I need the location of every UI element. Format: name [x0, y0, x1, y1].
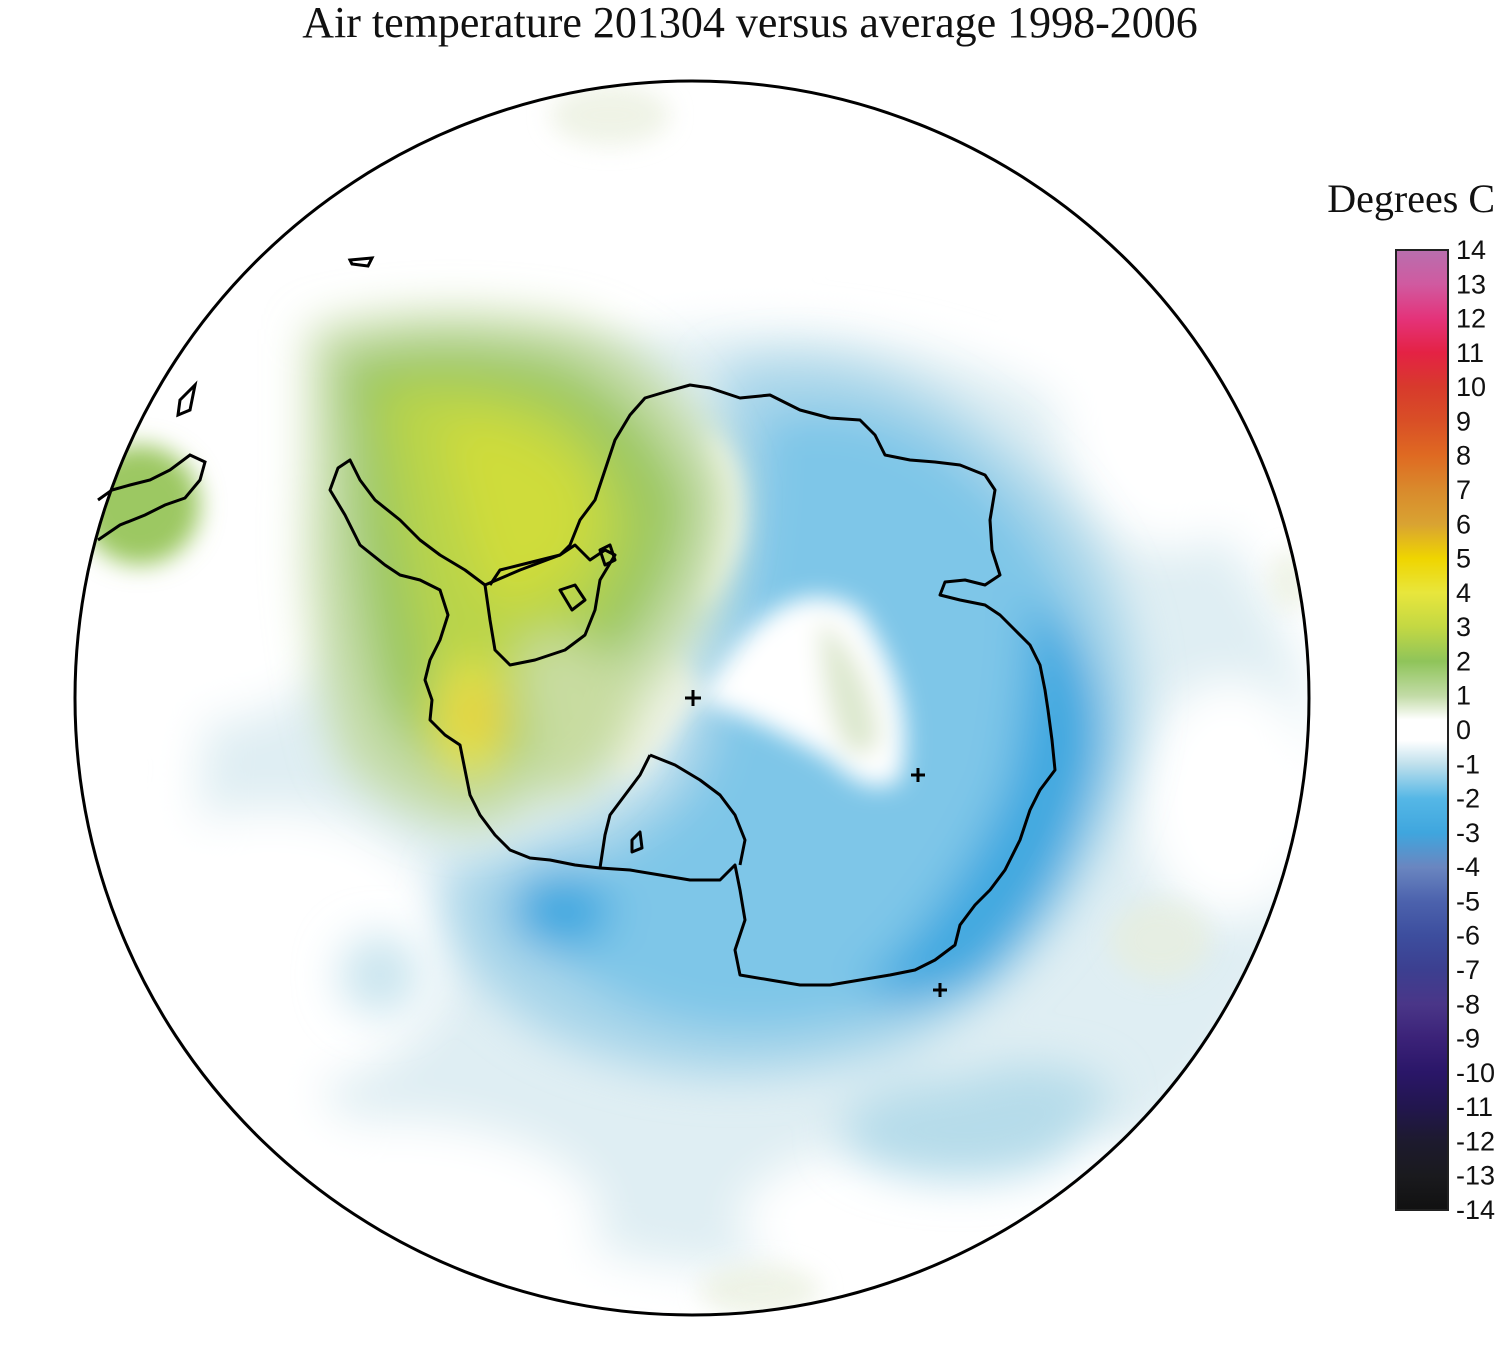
- colorbar-tick-label: 9: [1456, 406, 1471, 436]
- colorbar-gradient: [1395, 249, 1449, 1211]
- colorbar-tick-label: 0: [1456, 715, 1471, 745]
- colorbar-tick-label: 2: [1456, 646, 1471, 676]
- colorbar-units-label: Degrees C: [1327, 176, 1495, 221]
- colorbar-tick-label: -5: [1456, 886, 1480, 916]
- colorbar-tick-label: 14: [1456, 235, 1486, 265]
- anomaly-field: [75, 81, 1309, 1315]
- colorbar: 14131211109876543210-1-2-3-4-5-6-7-8-9-1…: [1395, 235, 1495, 1225]
- colorbar-tick-label: 8: [1456, 441, 1471, 471]
- colorbar-tick-label: -6: [1456, 921, 1480, 951]
- colorbar-tick-label: -1: [1456, 749, 1480, 779]
- map-title: Air temperature 201304 versus average 19…: [302, 0, 1198, 47]
- south-america-coastline: [97, 256, 375, 542]
- colorbar-tick-label: -12: [1456, 1126, 1495, 1156]
- colorbar-tick-label: 1: [1456, 681, 1471, 711]
- colorbar-tick-label: 4: [1456, 578, 1471, 608]
- graticule-crosses: [685, 690, 947, 997]
- rim-patches: [550, 85, 1309, 1315]
- colorbar-tick-label: -3: [1456, 818, 1480, 848]
- warm-patch-south-america: [80, 445, 200, 565]
- colorbar-tick-label: -7: [1456, 955, 1480, 985]
- antarctica-coastline: [328, 383, 1057, 987]
- colorbar-tick-label: -10: [1456, 1058, 1495, 1088]
- colorbar-tick-label: 7: [1456, 475, 1471, 505]
- colorbar-tick-label: -2: [1456, 784, 1480, 814]
- colorbar-tick-label: -8: [1456, 989, 1480, 1019]
- colorbar-tick-label: -14: [1456, 1195, 1495, 1225]
- colorbar-tick-label: 11: [1456, 338, 1484, 368]
- colorbar-tick-label: 5: [1456, 544, 1471, 574]
- colorbar-tick-label: -13: [1456, 1161, 1495, 1191]
- colorbar-tick-label: 10: [1456, 372, 1486, 402]
- map-boundary: [73, 79, 1311, 1317]
- colorbar-tick-label: 3: [1456, 612, 1471, 642]
- colorbar-tick-label: 6: [1456, 509, 1471, 539]
- colorbar-tick-label: 12: [1456, 304, 1486, 334]
- colorbar-tick-label: -11: [1456, 1092, 1493, 1122]
- colorbar-tick-label: 13: [1456, 269, 1486, 299]
- colorbar-tick-label: -4: [1456, 852, 1480, 882]
- colorbar-tick-label: -9: [1456, 1024, 1480, 1054]
